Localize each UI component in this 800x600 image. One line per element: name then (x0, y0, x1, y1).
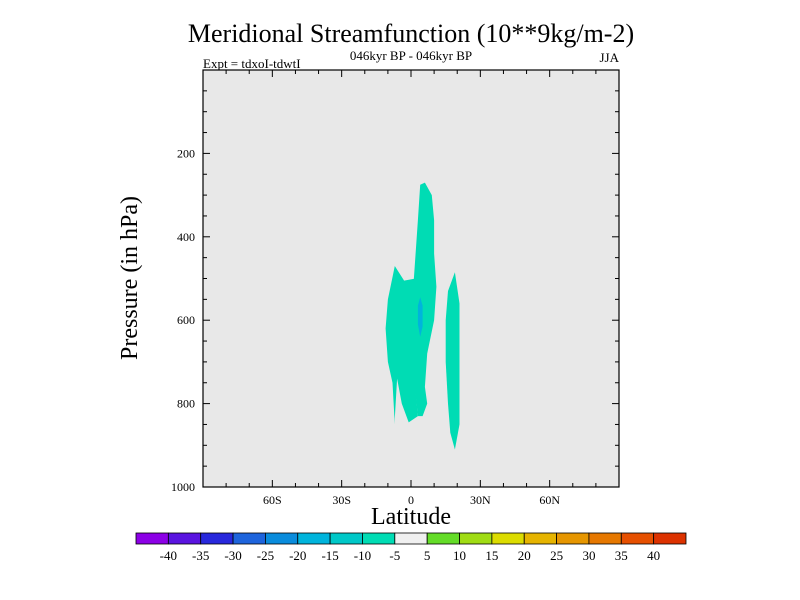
colorbar-label: 30 (582, 548, 595, 563)
colorbar-label: -30 (224, 548, 241, 563)
colorbar-label: -25 (257, 548, 274, 563)
chart-subtitle-right: JJA (599, 50, 619, 65)
colorbar-box (588, 532, 622, 545)
colorbar-label: -20 (289, 548, 306, 563)
colorbar: -40 -35 -30 -25 -20 -15 -10 -5 5 10 15 20 25 30 35 40 (135, 532, 687, 563)
colorbar-box (200, 532, 234, 545)
x-tick-label: 0 (408, 493, 414, 507)
colorbar-label: -5 (389, 548, 400, 563)
colorbar-box (459, 532, 493, 545)
colorbar-label: 10 (453, 548, 466, 563)
colorbar-label: 40 (647, 548, 660, 563)
colorbar-box (362, 532, 396, 545)
y-tick-label: 200 (177, 146, 195, 160)
colorbar-box (491, 532, 525, 545)
contour-regions (385, 182, 460, 450)
colorbar-box (135, 532, 169, 545)
chart-subtitle-left: Expt = tdxoI-tdwtI (203, 56, 301, 71)
plot-background (203, 70, 619, 487)
x-tick-label: 60N (539, 493, 560, 507)
colorbar-box (620, 532, 655, 545)
colorbar-box (394, 532, 428, 545)
colorbar-label: 5 (424, 548, 431, 563)
colorbar-box (265, 532, 299, 545)
chart-subtitle-center: 046kyr BP - 046kyr BP (350, 48, 472, 63)
y-tick-label: 800 (177, 397, 195, 411)
contour-region-3 (445, 272, 460, 450)
colorbar-label: -40 (160, 548, 177, 563)
chart-title: Meridional Streamfunction (10**9kg/m-2) (188, 19, 634, 48)
x-tick-label: 30S (332, 493, 351, 507)
colorbar-box (167, 532, 202, 545)
y-tick-label: 400 (177, 230, 195, 244)
x-tick-label: 60S (263, 493, 282, 507)
colorbar-label: -10 (354, 548, 371, 563)
plot-area: 60S 30S 0 30N 60N 200 400 600 800 1000 (171, 69, 620, 507)
colorbar-box (653, 532, 687, 545)
colorbar-box (426, 532, 460, 545)
colorbar-label: 20 (518, 548, 531, 563)
colorbar-label: 25 (550, 548, 563, 563)
colorbar-box (523, 532, 557, 545)
contour-region-4 (417, 297, 423, 337)
contour-region-2 (413, 182, 437, 417)
colorbar-label: 35 (615, 548, 628, 563)
y-tick-label: 1000 (171, 480, 195, 494)
colorbar-label: -15 (321, 548, 338, 563)
colorbar-label: -35 (192, 548, 209, 563)
x-axis-label: Latitude (371, 504, 451, 530)
colorbar-box (297, 532, 331, 545)
colorbar-box (232, 532, 266, 545)
x-tick-label: 30N (470, 493, 491, 507)
y-tick-label: 600 (177, 313, 195, 327)
y-axis-label: Pressure (in hPa) (117, 196, 143, 360)
colorbar-box (329, 532, 363, 545)
colorbar-box (556, 532, 590, 545)
axis-ticks: 60S 30S 0 30N 60N 200 400 600 800 1000 (171, 70, 619, 507)
colorbar-label: 15 (485, 548, 498, 563)
